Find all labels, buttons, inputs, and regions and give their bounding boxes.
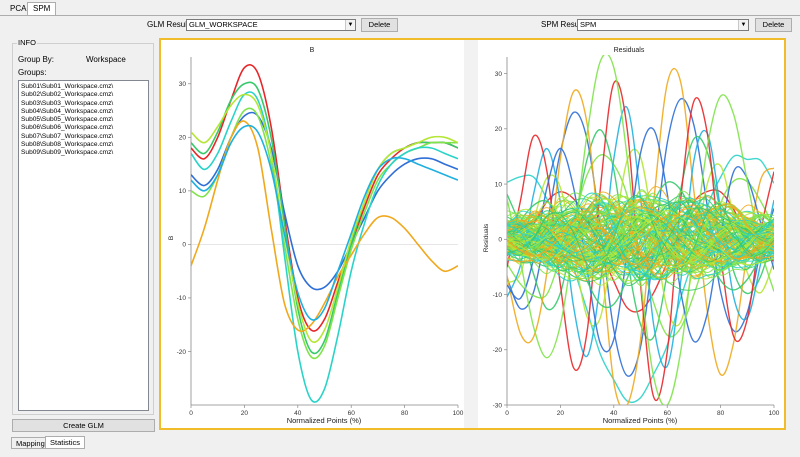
series-group [191, 64, 458, 403]
list-item[interactable]: Sub04\Sub04_Workspace.cmz\ [21, 107, 114, 115]
tab-spm[interactable]: SPM [27, 2, 57, 16]
group-by-label: Group By: [18, 55, 55, 64]
glm-results-value: GLM_WORKSPACE [189, 20, 258, 29]
residual-trace [507, 212, 774, 275]
residual-trace [507, 196, 774, 269]
y-tick-label: 0 [182, 242, 186, 249]
residual-trace [507, 210, 774, 268]
residual-trace [507, 198, 774, 263]
tab-divider [0, 15, 800, 16]
y-tick-label: 10 [179, 188, 187, 195]
tab-statistics[interactable]: Statistics [45, 436, 86, 449]
residual-trace [507, 223, 774, 255]
chevron-down-icon: ▼ [738, 20, 748, 30]
glm-delete-button[interactable]: Delete [361, 18, 398, 32]
list-item[interactable]: Sub01\Sub01_Workspace.cmz\ [21, 83, 114, 90]
group-by-value: Workspace [86, 55, 126, 64]
list-item[interactable]: Sub03\Sub03_Workspace.cmz\ [21, 99, 114, 107]
x-tick-label: 60 [348, 410, 356, 417]
spm-results-select[interactable]: SPM ▼ [577, 19, 749, 31]
list-item[interactable]: Sub05\Sub05_Workspace.cmz\ [21, 116, 114, 124]
y-axis-label: B [168, 236, 175, 240]
chart-title: Residuals [614, 47, 645, 54]
x-tick-label: 100 [769, 410, 780, 417]
residual-trace [507, 214, 774, 273]
y-tick-label: 30 [495, 71, 503, 78]
residual-trace [507, 226, 774, 267]
info-groupbox [12, 43, 154, 415]
series-line [191, 120, 458, 333]
x-axis-label: Normalized Points (%) [287, 416, 362, 425]
info-title: INFO [17, 38, 37, 47]
glm-results-select[interactable]: GLM_WORKSPACE ▼ [186, 19, 356, 31]
list-item[interactable]: Sub06\Sub06_Workspace.cmz\ [21, 124, 114, 132]
y-tick-label: 10 [495, 181, 503, 188]
x-axis-label: Normalized Points (%) [603, 416, 678, 425]
series-line [191, 91, 458, 403]
spm-results-label: SPM Results: [541, 20, 590, 29]
x-tick-label: 60 [664, 410, 672, 417]
residual-trace [507, 189, 774, 270]
x-tick-label: 20 [241, 410, 249, 417]
groups-label: Groups: [18, 68, 47, 77]
residual-trace [507, 222, 774, 260]
residual-trace [507, 207, 774, 287]
residual-trace [507, 204, 774, 267]
spm-results-value: SPM [580, 20, 597, 29]
y-tick-label: -10 [493, 292, 503, 299]
x-tick-label: 40 [610, 410, 618, 417]
residual-trace [507, 210, 774, 279]
residual-trace [507, 218, 774, 267]
residual-trace [507, 127, 774, 353]
chart-title: B [310, 47, 315, 54]
y-tick-label: 0 [498, 237, 502, 244]
list-item[interactable]: Sub09\Sub09_Workspace.cmz\ [21, 149, 114, 157]
chevron-down-icon: ▼ [345, 20, 355, 30]
create-glm-button[interactable]: Create GLM [12, 419, 155, 432]
plot-separator [464, 40, 478, 428]
x-tick-label: 100 [453, 410, 464, 417]
residual-trace [507, 209, 774, 280]
y-tick-label: -20 [493, 347, 503, 354]
spm-delete-button[interactable]: Delete [755, 18, 792, 32]
y-tick-label: 30 [179, 81, 187, 88]
y-tick-label: 20 [495, 126, 503, 133]
series-group [507, 55, 774, 405]
list-item[interactable]: Sub08\Sub08_Workspace.cmz\ [21, 141, 114, 149]
residual-trace [507, 55, 774, 405]
y-tick-label: -30 [493, 402, 503, 409]
tab-mapping[interactable]: Mapping [11, 437, 50, 449]
groups-list[interactable]: Sub01\Sub01_Workspace.cmz\ Sub02\Sub02_W… [18, 80, 149, 411]
x-tick-label: 0 [505, 410, 509, 417]
series-line [191, 124, 458, 321]
x-tick-label: 40 [294, 410, 302, 417]
residual-trace [507, 230, 774, 263]
y-tick-label: 20 [179, 135, 187, 142]
list-item[interactable]: Sub07\Sub07_Workspace.cmz\ [21, 132, 114, 140]
residual-trace [507, 207, 774, 277]
series-line [191, 93, 458, 344]
x-tick-label: 80 [717, 410, 725, 417]
y-tick-label: -20 [177, 349, 187, 356]
residual-trace [507, 207, 774, 263]
residual-trace [507, 207, 774, 265]
tab-pca[interactable]: PCA [10, 4, 27, 13]
residual-trace [507, 67, 774, 405]
y-axis-label: Residuals [483, 223, 490, 252]
list-item[interactable]: Sub02\Sub02_Workspace.cmz\ [21, 91, 114, 99]
residual-trace [507, 97, 774, 377]
x-tick-label: 80 [401, 410, 409, 417]
glm-results-label: GLM Results: [147, 20, 196, 29]
y-tick-label: -10 [177, 295, 187, 302]
x-tick-label: 20 [557, 410, 565, 417]
x-tick-label: 0 [189, 410, 193, 417]
